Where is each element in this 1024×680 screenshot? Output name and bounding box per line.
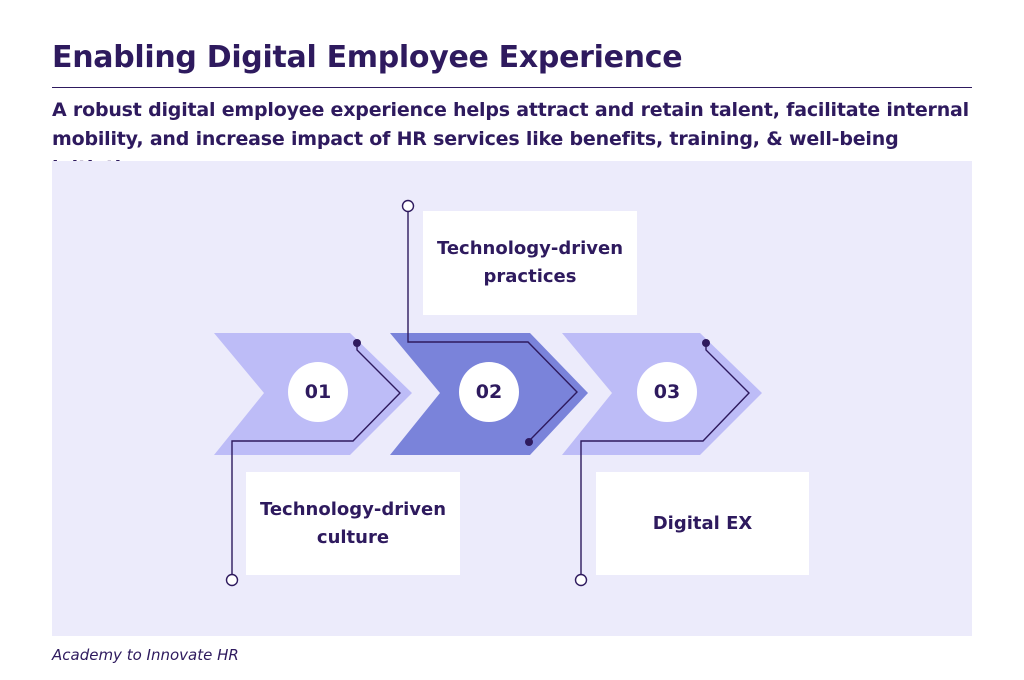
connector-line-step-3 (580, 343, 750, 574)
connector-end-circle-step-1 (225, 573, 239, 587)
step-label-digital-ex: Digital EX (596, 472, 809, 575)
step-number-01: 01 (288, 362, 348, 422)
connector-end-circle-step-2 (401, 199, 415, 213)
connector-end-circle-step-3 (574, 573, 588, 587)
step-label-culture: Technology-driven culture (246, 472, 460, 575)
connector-line-step-2 (407, 212, 578, 441)
title-divider (52, 87, 972, 88)
connector-dot-step-3 (702, 339, 710, 347)
step-label-practices: Technology-driven practices (423, 211, 637, 315)
connector-line-step-1 (231, 343, 401, 574)
step-number-02: 02 (459, 362, 519, 422)
connector-dot-step-1 (353, 339, 361, 347)
page-subtitle: A robust digital employee experience hel… (52, 99, 969, 179)
source-attribution: Academy to Innovate HR (52, 646, 239, 664)
page-title: Enabling Digital Employee Experience (52, 40, 683, 75)
connector-dot-step-2 (525, 438, 533, 446)
step-number-03: 03 (637, 362, 697, 422)
